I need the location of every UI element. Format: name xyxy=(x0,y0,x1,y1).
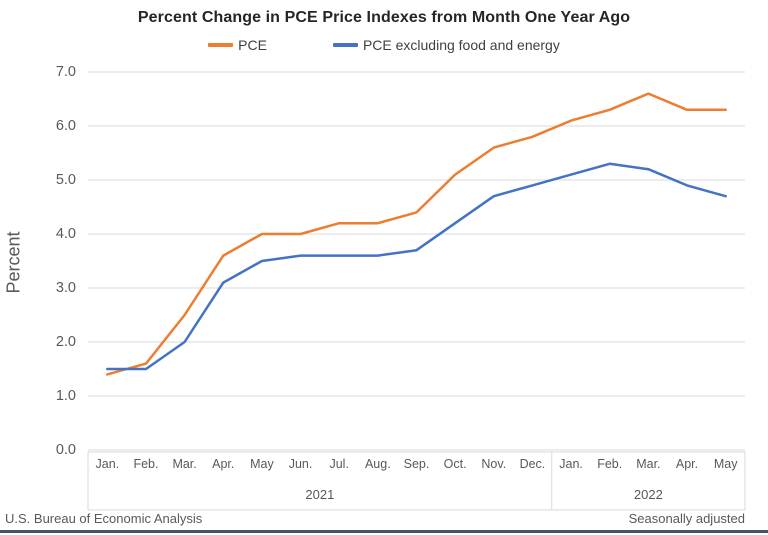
legend-label-pce: PCE xyxy=(238,37,267,53)
pce-series-line xyxy=(106,92,727,376)
x-tick-label: Aug. xyxy=(364,457,391,471)
bottom-divider xyxy=(0,530,768,533)
core-pce-series-line xyxy=(106,162,727,371)
legend-item-core-pce: PCE excluding food and energy xyxy=(332,37,560,53)
x-tick-label: Jan. xyxy=(559,457,583,471)
x-tick-label: Feb. xyxy=(133,457,159,471)
x-tick-label: Jul. xyxy=(329,457,349,471)
x-tick-label: Apr. xyxy=(212,457,235,471)
source-attribution: U.S. Bureau of Economic Analysis xyxy=(5,511,203,526)
y-axis-title: Percent xyxy=(3,231,24,294)
y-tick-label: 7.0 xyxy=(55,64,76,80)
core-pce-line-swatch-icon xyxy=(332,43,358,47)
x-tick-label: Mar. xyxy=(172,457,197,471)
x-tick-label: Apr. xyxy=(675,457,699,471)
year-label: 2022 xyxy=(633,487,663,502)
y-tick-label: 3.0 xyxy=(55,280,76,296)
x-tick-label: Jan. xyxy=(95,457,120,471)
x-tick-label: May xyxy=(713,457,738,471)
seasonal-adjustment-note: Seasonally adjusted xyxy=(628,511,745,526)
year-label: 2021 xyxy=(305,487,335,502)
pce-line-swatch-icon xyxy=(208,43,234,47)
y-tick-label: 6.0 xyxy=(55,118,76,134)
y-tick-label: 0.0 xyxy=(55,442,76,458)
x-tick-label: Mar. xyxy=(636,457,661,471)
x-tick-label: Feb. xyxy=(597,457,623,471)
x-tick-label: Oct. xyxy=(443,457,467,471)
legend-label-core-pce: PCE excluding food and energy xyxy=(362,37,560,53)
x-tick-label: Nov. xyxy=(481,457,507,471)
y-tick-label: 4.0 xyxy=(55,226,76,242)
legend-item-pce: PCE xyxy=(208,37,267,53)
x-tick-label: Jun. xyxy=(288,457,313,471)
chart-legend: PCE PCE excluding food and energy xyxy=(0,37,768,53)
x-tick-label: Dec. xyxy=(519,457,546,471)
y-tick-label: 2.0 xyxy=(55,334,76,350)
x-tick-label: Sep. xyxy=(403,457,430,471)
y-tick-label: 1.0 xyxy=(55,388,76,404)
x-tick-label: May xyxy=(250,457,274,471)
y-tick-label: 5.0 xyxy=(55,172,76,188)
chart-title: Percent Change in PCE Price Indexes from… xyxy=(137,9,631,26)
